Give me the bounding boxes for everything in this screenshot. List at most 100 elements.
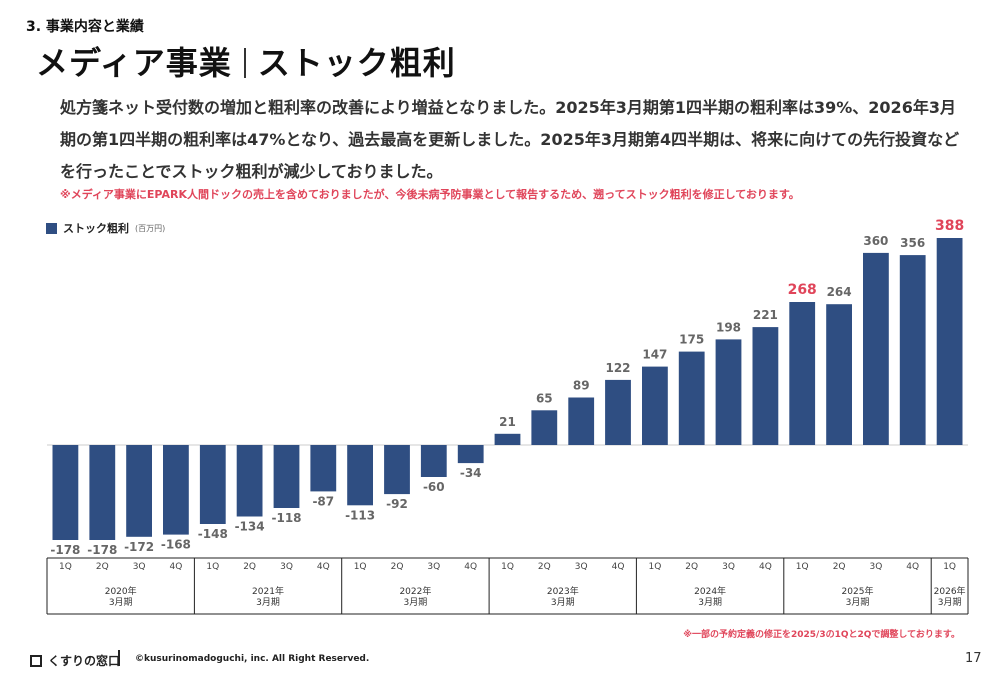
x-tick-label: 4Q: [906, 562, 919, 572]
bar-value-label: -92: [386, 497, 408, 511]
bar-value-label: 221: [753, 308, 778, 322]
bar: [236, 445, 263, 517]
x-group-label-year: 2021年: [252, 585, 284, 597]
bar-value-label: 122: [605, 361, 630, 375]
x-tick-label: 1Q: [354, 562, 367, 572]
x-group-label-period: 3月期: [938, 597, 962, 608]
bar-value-label: -172: [124, 540, 154, 554]
x-tick-label: 2Q: [96, 562, 109, 572]
x-tick-label: 1Q: [501, 562, 514, 572]
x-tick-label: 2Q: [391, 562, 404, 572]
bar: [494, 433, 521, 445]
title-divider: [243, 48, 246, 78]
x-tick-label: 4Q: [612, 562, 625, 572]
legend-swatch: [46, 222, 57, 234]
x-tick-label: 2Q: [685, 562, 698, 572]
bar: [899, 255, 926, 445]
bar-value-label: 356: [900, 236, 925, 250]
page-title-main: メディア事業: [36, 44, 232, 82]
revision-note: ※メディア事業にEPARK人間ドックの売上を含めておりましたが、今後未病予防事業…: [60, 188, 800, 201]
section-label: 3. 事業内容と業績: [26, 19, 144, 35]
x-group-label-period: 3月期: [256, 597, 280, 608]
x-tick-label: 2Q: [243, 562, 256, 572]
logo-text: くすりの窓口: [48, 654, 121, 668]
window-logo-icon: [30, 654, 42, 667]
bar-value-label: 360: [863, 234, 888, 248]
legend-label: ストック粗利: [63, 222, 129, 235]
lead-text: 処方箋ネット受付数の増加と粗利率の改善により増益となりました。2025年3月期第…: [60, 98, 960, 181]
bar: [936, 238, 963, 445]
bar-value-label: 147: [642, 348, 667, 362]
x-tick-label: 4Q: [464, 562, 477, 572]
x-tick-label: 1Q: [206, 562, 219, 572]
bar: [531, 410, 558, 445]
bar-value-label: -34: [460, 466, 482, 480]
footer-divider: [118, 650, 120, 666]
bar: [605, 379, 631, 445]
chart-footnote: ※一部の予約定義の修正を2025/3の1Qと2Qで調整しております。: [683, 630, 960, 640]
x-tick-label: 3Q: [869, 562, 882, 572]
x-group-label-year: 2026年: [934, 585, 966, 597]
legend-unit: (百万円): [135, 223, 166, 233]
bar-value-label: 198: [716, 320, 741, 334]
x-tick-label: 1Q: [648, 562, 661, 572]
bar-value-label: -60: [423, 480, 445, 494]
bar: [273, 445, 300, 508]
x-tick-label: 3Q: [427, 562, 440, 572]
bar-value-label: -118: [271, 511, 301, 525]
bar-value-label: 21: [499, 415, 516, 429]
bar: [347, 445, 373, 506]
x-tick-label: 4Q: [317, 562, 330, 572]
bar: [715, 339, 742, 445]
bar: [457, 445, 484, 464]
bar-value-label: -178: [87, 543, 117, 557]
bar-value-label: 388: [935, 218, 964, 234]
bar: [789, 302, 816, 445]
bar-value-label: 268: [788, 282, 817, 298]
bar-value-label: -87: [312, 494, 334, 508]
x-group-label-year: 2025年: [842, 585, 874, 597]
page-title: メディア事業 ストック粗利: [36, 38, 456, 84]
x-tick-label: 2Q: [538, 562, 551, 572]
x-group-label-period: 3月期: [551, 597, 575, 608]
bar-value-label: -134: [235, 520, 265, 534]
bar: [384, 445, 410, 495]
x-group-label-period: 3月期: [404, 597, 428, 608]
bar: [568, 397, 595, 445]
bar: [678, 351, 705, 445]
bar: [642, 366, 668, 445]
x-tick-label: 4Q: [169, 562, 182, 572]
x-group-label-year: 2022年: [399, 585, 431, 597]
chart-legend: ストック粗利 (百万円): [46, 220, 165, 236]
x-tick-label: 3Q: [722, 562, 735, 572]
x-group-label-year: 2023年: [547, 585, 579, 597]
bar-value-label: 175: [679, 333, 704, 347]
x-tick-label: 1Q: [943, 562, 956, 572]
bar: [126, 445, 152, 537]
bar-value-label: -178: [50, 543, 80, 557]
page-number: 17: [965, 651, 982, 666]
bar: [752, 327, 779, 445]
x-tick-label: 2Q: [833, 562, 846, 572]
bar: [863, 252, 889, 445]
x-tick-label: 3Q: [575, 562, 588, 572]
x-tick-label: 3Q: [280, 562, 293, 572]
company-logo: くすりの窓口: [30, 652, 120, 669]
bar: [52, 445, 79, 540]
bar-value-label: 65: [536, 391, 553, 405]
bar-value-label: 89: [573, 379, 590, 393]
x-group-label-period: 3月期: [698, 597, 722, 608]
bar: [420, 445, 447, 477]
bar-value-label: -168: [161, 538, 191, 552]
x-group-label-year: 2024年: [694, 585, 726, 597]
bar: [89, 445, 116, 540]
copyright-text: ©kusurinomadoguchi, inc. All Right Reser…: [135, 654, 370, 664]
bar: [199, 445, 226, 524]
x-tick-label: 4Q: [759, 562, 772, 572]
page-title-sub: ストック粗利: [257, 44, 456, 82]
bar: [826, 304, 852, 445]
x-group-label-period: 3月期: [846, 597, 870, 608]
x-group-label-year: 2020年: [105, 585, 137, 597]
x-tick-label: 3Q: [133, 562, 146, 572]
